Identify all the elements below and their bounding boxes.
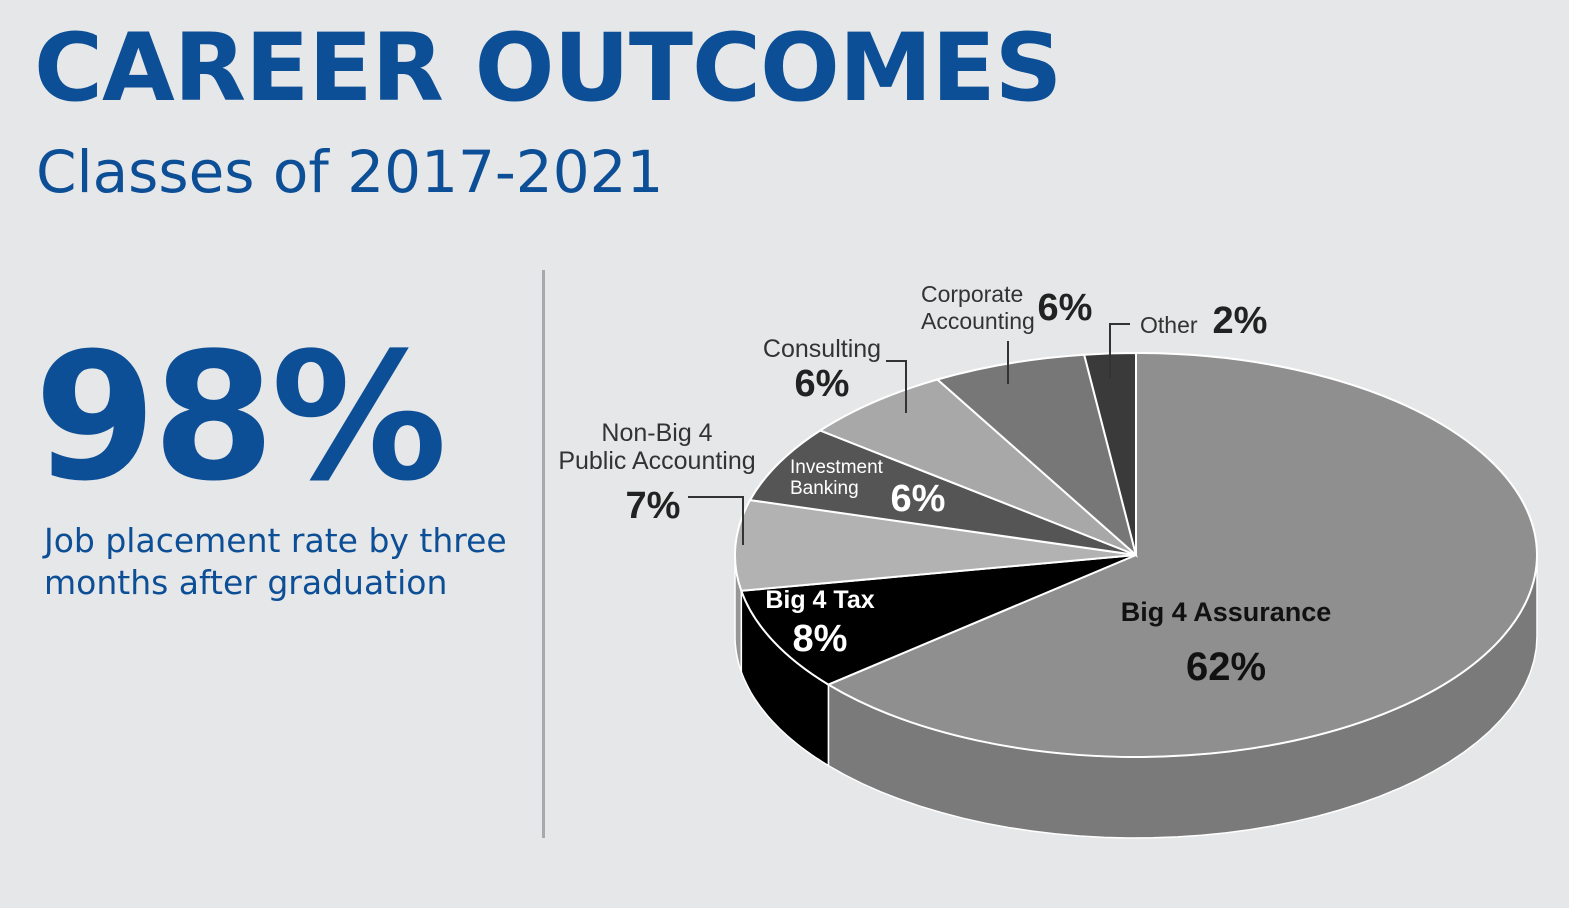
leader-line-consulting: [886, 360, 907, 413]
label-non-big-4-line1: Non-Big 4: [601, 419, 712, 447]
placement-rate-value: 98%: [34, 315, 447, 520]
value-corporate-accounting: 6%: [1038, 287, 1093, 329]
pie-slice-big-4-tax: [739, 554, 1137, 686]
label-other: Other: [1140, 312, 1198, 338]
pie-slice-non-big-4-public-accounting: [734, 499, 1137, 592]
label-big-4-tax: Big 4 Tax: [765, 586, 874, 614]
value-consulting: 6%: [795, 363, 850, 405]
pie-slice-investment-banking: [748, 429, 1137, 556]
label-non-big-4-line2: Public Accounting: [558, 447, 755, 475]
value-big-4-tax: 8%: [793, 618, 848, 660]
label-investment-banking-line2: Banking: [790, 478, 859, 499]
label-corporate-accounting-line1: Corporate: [921, 281, 1023, 307]
label-big-4-assurance: Big 4 Assurance: [1121, 597, 1332, 627]
label-corporate-accounting-line2: Accounting: [921, 308, 1035, 334]
label-investment-banking-line1: Investment: [790, 457, 884, 478]
value-other: 2%: [1213, 300, 1268, 342]
value-investment-banking: 6%: [891, 478, 946, 520]
page-title: CAREER OUTCOMES: [34, 14, 1062, 123]
leader-line-other: [1109, 323, 1130, 378]
pie-slice-big-4-assurance: [826, 351, 1538, 758]
pie-slice-consulting: [818, 378, 1137, 556]
page-subtitle: Classes of 2017-2021: [36, 138, 664, 206]
label-consulting: Consulting: [763, 335, 881, 363]
value-big-4-assurance: 62%: [1186, 645, 1266, 689]
value-non-big-4: 7%: [626, 485, 681, 527]
section-divider: [542, 270, 545, 838]
placement-rate-caption: Job placement rate by three months after…: [44, 521, 507, 602]
leader-line-non-big-4: [688, 496, 744, 545]
